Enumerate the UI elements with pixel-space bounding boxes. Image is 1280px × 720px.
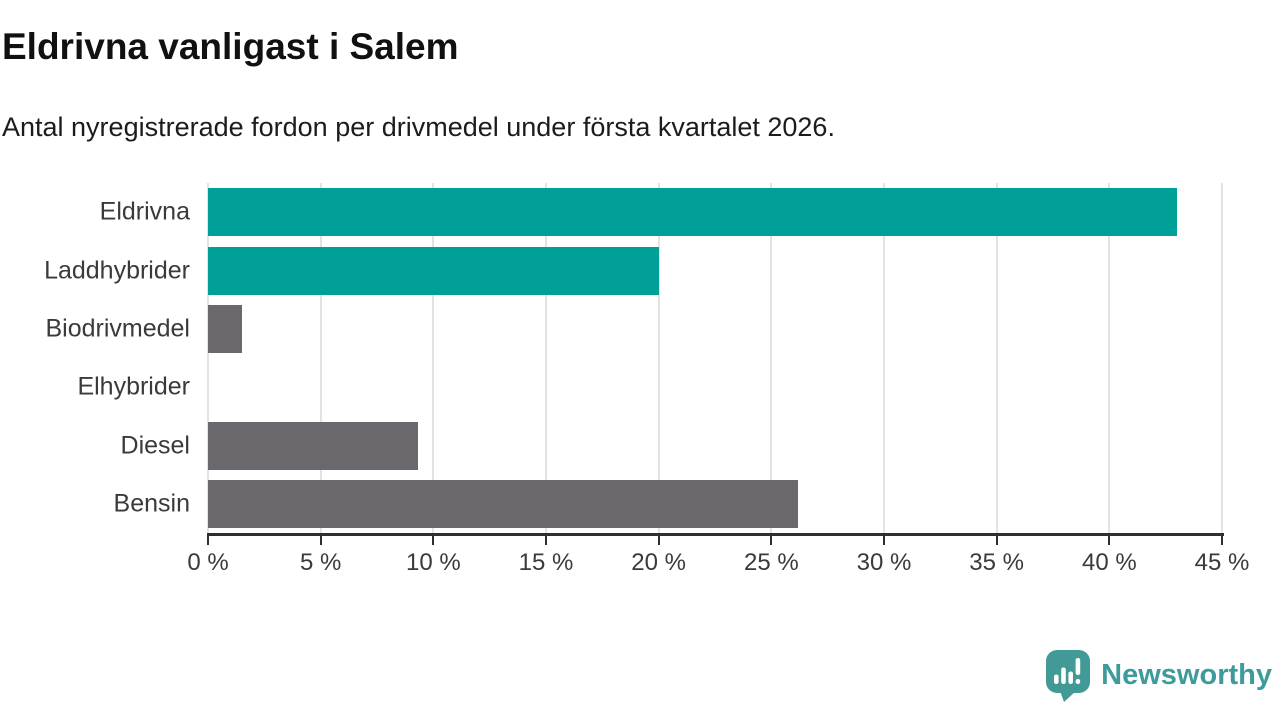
newsworthy-logo-text: Newsworthy [1101,659,1272,691]
gridline [883,183,885,533]
x-axis-tick-label: 0 % [187,549,229,576]
x-axis-tick [319,536,322,545]
x-axis-tick-label: 40 % [1081,549,1137,576]
chart-subtitle: Antal nyregistrerade fordon per drivmede… [2,112,835,142]
gridline [319,183,322,533]
bar-laddhybrider [208,246,659,295]
bar-bensin [208,479,799,528]
category-label: Laddhybrider [44,256,190,284]
x-axis-tick-label: 10 % [405,549,461,576]
x-axis-tick-label: 45 % [1194,549,1250,576]
x-axis-tick-label: 35 % [969,549,1025,576]
x-axis-tick-label: 30 % [856,549,912,576]
x-axis-tick [770,536,773,545]
x-axis-tick [207,536,209,545]
newsworthy-bubble-chart-icon [1045,649,1092,702]
bar-diesel [208,421,418,470]
category-label: Bensin [113,489,190,518]
gridline [1221,183,1223,533]
bar-biodrivmedel [208,304,242,353]
x-axis-tick [1108,536,1111,545]
x-axis-tick-label: 20 % [631,549,687,576]
x-axis-tick [657,536,660,545]
gridline [995,183,998,533]
x-axis-tick [1221,536,1223,545]
category-label: Eldrivna [99,197,190,226]
x-axis-tick-label: 25 % [743,549,799,576]
chart-title: Eldrivna vanligast i Salem [2,26,459,67]
gridline [1108,183,1111,533]
category-label: Diesel [120,431,190,459]
newsworthy-logo: Newsworthy [1045,649,1272,702]
gridline [432,183,435,533]
gridline [770,183,773,533]
x-axis-tick-label: 5 % [299,549,342,576]
x-axis-tick-label: 15 % [518,549,574,576]
x-axis-tick [995,536,998,545]
gridline [657,183,660,533]
plot-area: 0 % 5 % 10 % 15 % 20 % 25 % 30 % 35 % 40 % 45 % [187,183,1249,576]
x-axis-tick [432,536,435,545]
x-axis-tick [545,536,547,545]
x-axis-tick [883,536,885,545]
category-label: Elhybrider [77,372,190,401]
gridline [545,183,547,533]
y-axis-labels: Eldrivna Laddhybrider Biodrivmedel Elhybrid… [0,183,190,533]
category-label: Biodrivmedel [45,314,190,343]
x-axis-line [207,533,1224,536]
bar-eldrivna [208,188,1177,237]
gridline [207,183,209,533]
